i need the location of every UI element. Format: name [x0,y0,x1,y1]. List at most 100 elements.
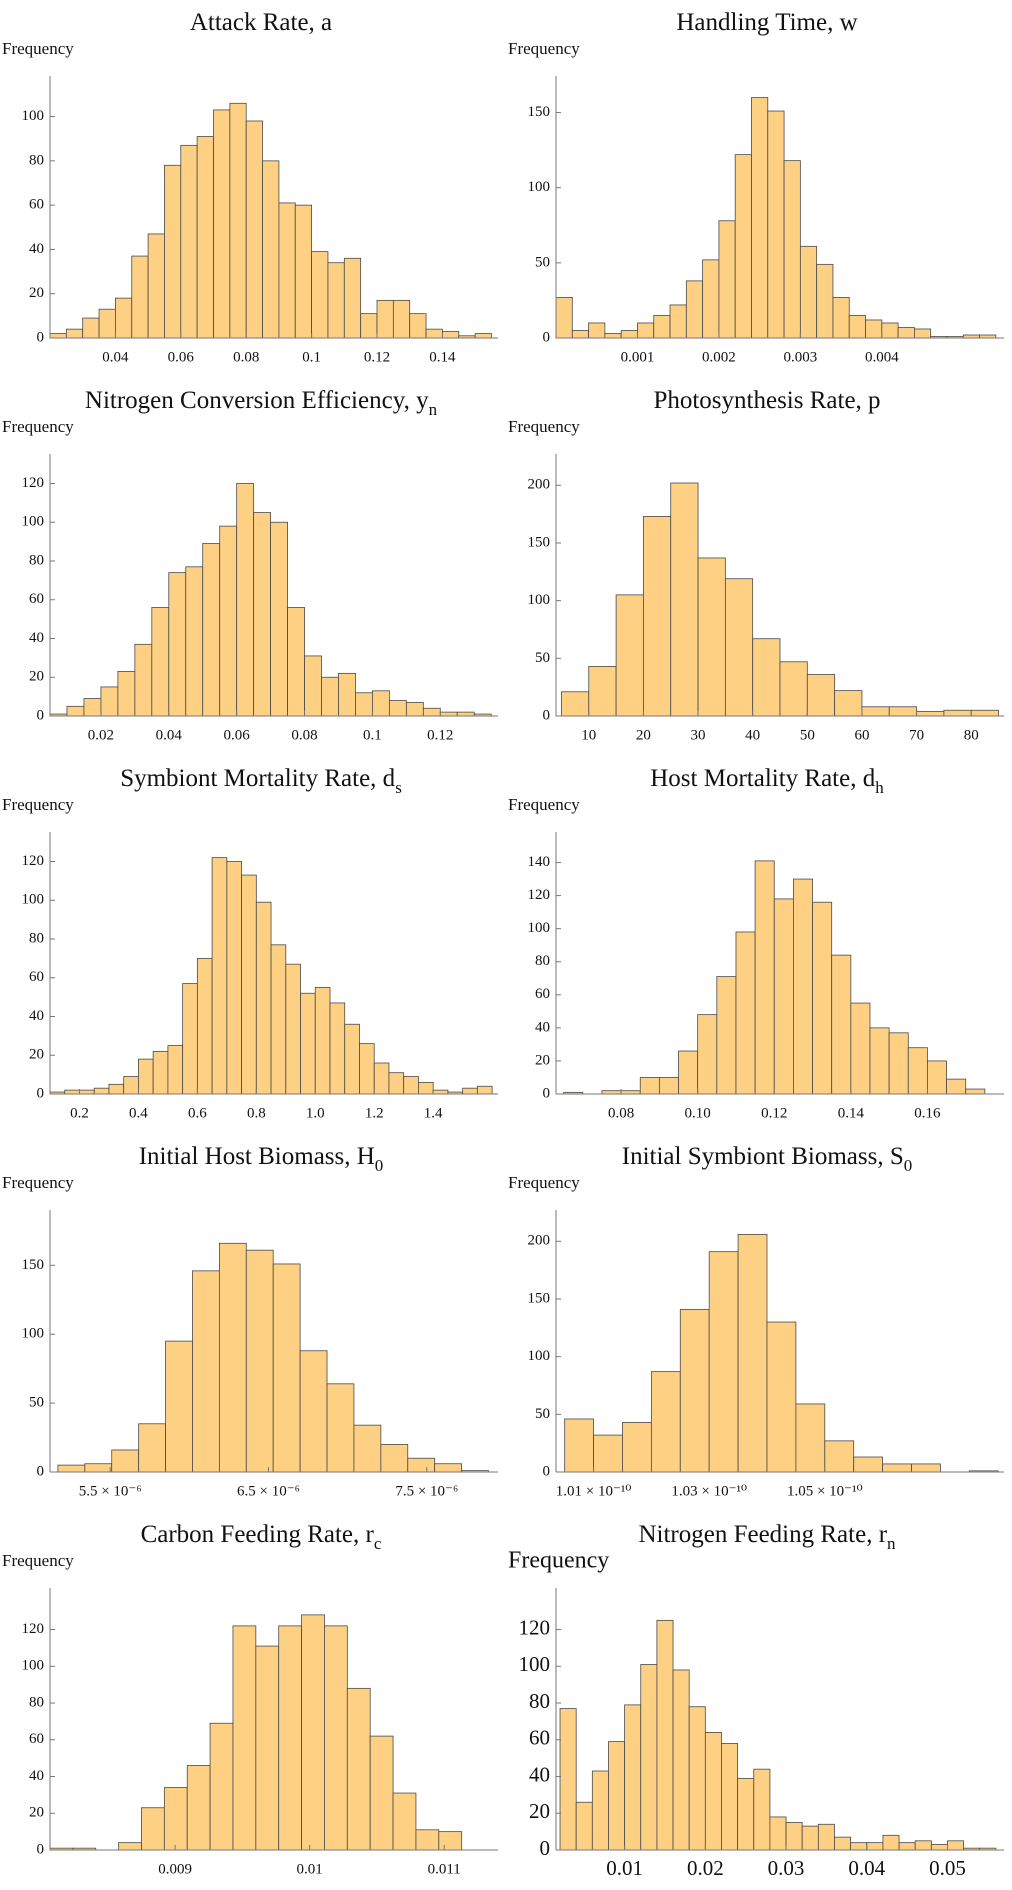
bar [816,263,834,339]
bar [299,1350,328,1473]
bar [869,1027,890,1095]
y-tick-label: 120 [528,887,551,903]
bar [753,1768,771,1851]
bar [405,702,424,717]
y-tick-label: 100 [528,1348,551,1364]
panel-title: Initial Host Biomass, H0 [139,1143,384,1176]
y-tick-label: 80 [29,552,44,568]
y-tick-label: 200 [528,477,551,493]
bar [678,1050,699,1095]
bar [850,1842,868,1851]
x-tick-label: 0.011 [428,1861,461,1877]
y-tick-label: 120 [22,475,45,491]
x-tick-label: 0.003 [783,349,817,365]
bar [83,698,102,717]
bar [180,144,198,339]
x-tick-label: 0.001 [621,349,655,365]
y-tick-label: 20 [29,1047,44,1063]
y-tick-label: 20 [529,1799,550,1823]
y-tick-label: 20 [535,1052,550,1068]
bar [138,1423,166,1473]
x-tick-label: 50 [800,727,815,743]
y-tick-label: 20 [29,285,44,301]
bar [186,1765,211,1851]
bar [588,322,606,339]
bar [344,1023,360,1095]
bar [832,297,850,339]
title-text: Photosynthesis Rate, p [653,387,880,414]
y-tick-label: 50 [535,254,550,270]
bar [916,710,945,717]
y-tick-label: 60 [29,1731,44,1747]
bar [866,1842,884,1851]
title-text: Initial Symbiont Biomass, S [622,1143,904,1170]
title-subscript: 0 [904,1156,913,1175]
bar [163,1787,188,1851]
bar [327,262,345,339]
bar [474,333,492,339]
bar [442,330,460,339]
y-tick-label: 0 [37,329,45,345]
y-tick-label: 80 [535,953,550,969]
panel-title: Photosynthesis Rate, p [653,387,880,414]
x-tick-label: 1.2 [365,1105,384,1121]
bar [911,1463,941,1473]
bar [848,315,866,339]
bar [211,857,228,1095]
bar [897,327,915,339]
panel-title: Carbon Feeding Rate, rc [141,1521,382,1554]
bar [793,878,813,1095]
bar [66,705,85,717]
bar [861,706,890,717]
x-tick-label: 0.12 [427,727,453,743]
bar [622,1422,652,1473]
bar [737,1233,768,1473]
histogram-panel: Nitrogen Conversion Efficiency, yn Freque… [2,387,498,743]
bar [287,607,305,717]
bar [82,317,100,339]
x-tick-label: 0.06 [224,727,251,743]
bar [192,1270,220,1473]
bar [697,557,726,717]
bar [476,1085,493,1095]
x-tick-label: 0.04 [848,1856,885,1880]
bar [272,1263,301,1473]
bar [615,594,644,717]
y-tick-label: 0 [37,1841,45,1857]
bar [907,1047,928,1095]
y-tick-label: 140 [528,854,551,870]
x-tick-label: 0.004 [865,349,899,365]
bar [392,1792,417,1851]
bar [185,566,204,717]
y-tick-label: 100 [519,1652,551,1676]
histogram-panel: Carbon Feeding Rate, rc Frequency 0 20 40 60 8… [2,1521,498,1877]
bar [418,1081,434,1095]
bar [708,1251,739,1473]
bar [801,1825,819,1851]
bar [338,672,356,717]
bar [285,963,301,1095]
bar [881,322,899,339]
bar [324,1625,348,1851]
x-tick-label: 1.01 × 10⁻¹⁰ [556,1483,632,1499]
y-tick-label: 100 [22,892,45,908]
histogram-panel: Initial Host Biomass, H0Frequency0501001… [2,1143,498,1499]
y-tick-label: 150 [528,1290,551,1306]
y-tick-label: 0 [37,1085,45,1101]
bar [754,860,775,1095]
x-tick-label: 70 [909,727,924,743]
bar [392,299,411,339]
y-axis-label: Frequency [508,795,580,814]
bar [301,1614,325,1851]
x-tick-label: 0.08 [291,727,317,743]
y-tick-label: 100 [528,179,551,195]
bar [355,692,373,717]
y-tick-label: 50 [535,650,550,666]
y-tick-label: 50 [29,1395,44,1411]
bar [255,901,272,1095]
bar [688,1706,706,1851]
bar [152,1050,169,1095]
x-tick-label: 0.01 [297,1861,323,1877]
bar [270,521,288,717]
y-tick-label: 150 [22,1257,45,1273]
